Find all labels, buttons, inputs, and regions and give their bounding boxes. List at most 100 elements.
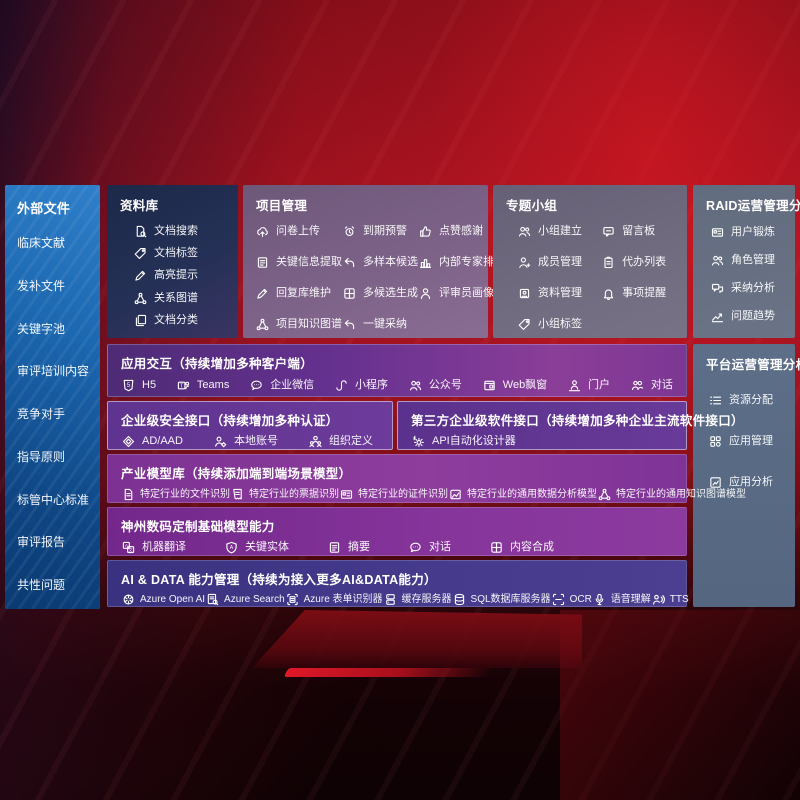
docs-copy-icon bbox=[133, 313, 148, 328]
svg-text:文: 文 bbox=[129, 546, 134, 553]
feature-item: 缓存服务器 bbox=[383, 592, 452, 607]
feature-label: 竞争对手 bbox=[17, 407, 66, 421]
clipboard-list-icon bbox=[601, 255, 616, 270]
feature-item: 资源分配 bbox=[708, 393, 791, 408]
feature-item: 摘要 bbox=[327, 540, 370, 555]
row-title: 第三方企业级软件接口（持续增加多种企业主流软件接口） bbox=[411, 414, 744, 428]
feature-item: 小程序 bbox=[334, 378, 388, 393]
feature-label: 文档搜索 bbox=[154, 224, 198, 237]
feature-label: 问题趋势 bbox=[731, 309, 775, 322]
feature-item: 竞争对手 bbox=[17, 408, 96, 420]
feature-item: 成员管理 bbox=[517, 255, 601, 270]
feature-item: 审评培训内容 bbox=[17, 365, 96, 377]
feature-item: 留言板 bbox=[601, 224, 679, 239]
panel-thirdparty-interface: 第三方企业级软件接口（持续增加多种企业主流软件接口） API自动化设计器 bbox=[397, 401, 744, 450]
ranking-icon bbox=[418, 255, 433, 270]
feature-item: 多样本候选 bbox=[342, 255, 418, 270]
feature-label: Azure Open AI bbox=[140, 593, 206, 605]
svg-text:A: A bbox=[230, 545, 234, 551]
tts-icon bbox=[651, 592, 666, 607]
row-title: 企业级安全接口（持续增加多种认证） bbox=[121, 414, 339, 428]
trend-chart-icon bbox=[710, 309, 725, 324]
feature-item: 高亮提示 bbox=[133, 268, 230, 283]
chat-analysis-icon bbox=[710, 281, 725, 296]
feature-item: 代办列表 bbox=[601, 255, 679, 270]
chart-report-icon bbox=[708, 475, 723, 490]
feature-item: 资料管理 bbox=[517, 286, 601, 301]
feature-label: 项目知识图谱 bbox=[276, 318, 342, 330]
feature-item: 标管中心标准 bbox=[17, 494, 96, 506]
feature-item: Azure Search bbox=[205, 592, 285, 607]
id-card-icon bbox=[710, 225, 725, 240]
base-models-list: A 文机器翻译 A 关键实体 摘要 对话 内容合成 bbox=[108, 535, 686, 564]
thirdparty-list: API自动化设计器 bbox=[398, 429, 686, 458]
feature-label: 用户锻炼 bbox=[731, 225, 775, 238]
feature-item: 内部专家排名 bbox=[418, 255, 505, 270]
people-group-icon bbox=[710, 253, 725, 268]
bbs-board-icon bbox=[601, 224, 616, 239]
summary-doc-icon bbox=[327, 540, 342, 555]
svg-text:T: T bbox=[180, 384, 184, 390]
feature-label: 指导原则 bbox=[17, 449, 66, 464]
tag-icon bbox=[517, 317, 532, 332]
feature-label: 机器翻译 bbox=[142, 541, 186, 553]
feature-item: 临床文献 bbox=[17, 237, 96, 249]
mini-program-icon bbox=[334, 378, 349, 393]
feature-item: 小组标签 bbox=[517, 317, 601, 332]
feature-label: 语音理解 bbox=[610, 593, 651, 605]
external-files-list: 临床文献 发补文件 关键字池 审评培训内容 竞争对手 指导原则 标管中心标准 审评报告 共性问题 bbox=[5, 217, 100, 609]
row-title: 产业模型库（持续添加端到端场景模型） bbox=[121, 467, 352, 481]
group-grid: 小组建立 留言板 成员管理 代办列表 资料管理 事项提醒 小组标签 bbox=[493, 216, 687, 342]
feature-label: 特定行业的证件识别 bbox=[358, 488, 448, 500]
chat-bubble-icon bbox=[408, 540, 423, 555]
feature-item: SQL数据库服务器 bbox=[452, 592, 551, 607]
feature-label: 应用分析 bbox=[729, 476, 773, 488]
feature-item: Azure 表单识别器 bbox=[285, 592, 383, 607]
feature-label: 小组标签 bbox=[538, 318, 582, 330]
repository-list: 文档搜索 文档标签 高亮提示 关系图谱 文档分类 bbox=[107, 216, 238, 338]
feature-item: 共性问题 bbox=[17, 579, 96, 591]
panel-industry-models: 产业模型库（持续添加端到端场景模型） 特定行业的文件识别 特定行业的票据识别 特定行… bbox=[107, 454, 746, 503]
industry-list: 特定行业的文件识别 特定行业的票据识别 特定行业的证件识别 特定行业的通用数据分析模型… bbox=[108, 482, 746, 511]
feature-label: 小组建立 bbox=[538, 225, 582, 237]
svg-text:A: A bbox=[125, 543, 129, 548]
feature-label: OCR bbox=[569, 593, 592, 605]
knowledge-graph-icon bbox=[133, 291, 148, 306]
panel-title: RAID运营管理分析 bbox=[706, 199, 800, 213]
feature-item: 文档搜索 bbox=[133, 224, 230, 239]
ai-data-list: Azure Open AI Azure Search Azure 表单识别器 缓存服务… bbox=[108, 588, 689, 616]
cloud-upload-icon bbox=[255, 224, 270, 239]
row-title: 应用交互（持续增加多种客户端） bbox=[121, 357, 314, 371]
feature-item: 发补文件 bbox=[17, 280, 96, 292]
feature-item: 问题趋势 bbox=[710, 309, 791, 324]
row-title: AI & DATA 能力管理（持续为接入更多AI&DATA能力） bbox=[121, 573, 437, 587]
feature-item: 内容合成 bbox=[489, 540, 554, 555]
azure-ad-icon bbox=[121, 434, 136, 449]
thumbs-up-icon bbox=[418, 224, 433, 239]
panel-title: 外部文件 bbox=[17, 201, 71, 216]
feature-label: 采纳分析 bbox=[731, 281, 775, 294]
panel-external-files: 外部文件 临床文献 发补文件 关键字池 审评培训内容 竞争对手 指导原则 标管中心标准 审评报… bbox=[5, 185, 100, 609]
feature-label: Teams bbox=[196, 379, 230, 391]
feature-item: Web飘窗 bbox=[482, 378, 547, 393]
album-icon bbox=[517, 286, 532, 301]
feature-label: 公众号 bbox=[428, 379, 462, 391]
resource-list-icon bbox=[708, 393, 723, 408]
server-icon bbox=[383, 592, 398, 607]
feature-label: 审评报告 bbox=[17, 535, 66, 550]
feature-label: 内容合成 bbox=[510, 541, 554, 553]
feature-item: 到期预警 bbox=[342, 224, 418, 239]
feature-label: 一键采纳 bbox=[363, 318, 407, 330]
feature-label: 高亮提示 bbox=[154, 269, 198, 282]
feature-label: 问卷上传 bbox=[276, 225, 320, 237]
feature-label: 应用管理 bbox=[729, 435, 773, 447]
feature-item: 门户 bbox=[567, 378, 610, 393]
feature-item: 采纳分析 bbox=[710, 281, 791, 296]
feature-label: 到期预警 bbox=[363, 225, 407, 237]
bell-icon bbox=[601, 286, 616, 301]
feature-label: 对话 bbox=[429, 541, 451, 553]
feature-label: 角色管理 bbox=[731, 253, 775, 266]
feature-item: 一键采纳 bbox=[342, 317, 418, 332]
